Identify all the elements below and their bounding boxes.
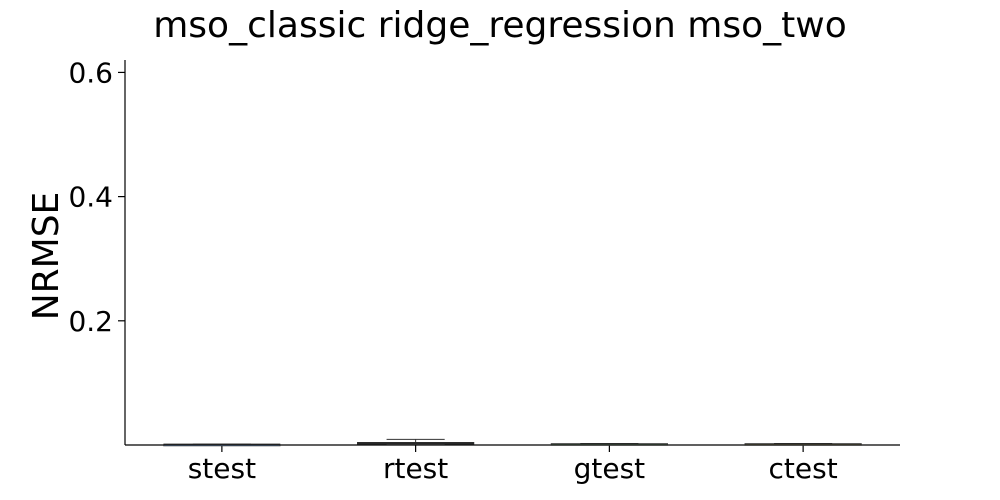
- box-rtest: [357, 438, 475, 445]
- y-axis-label: NRMSE: [26, 192, 67, 321]
- box-series: [163, 438, 862, 447]
- y-ticks: 0.2 0.4 0.6: [68, 56, 125, 338]
- x-tick-label: ctest: [769, 452, 838, 485]
- x-tick-label: rtest: [383, 452, 448, 485]
- box-stest: [163, 443, 281, 447]
- x-tick-label: stest: [188, 452, 256, 485]
- y-tick-label: 0.6: [68, 56, 113, 89]
- x-ticks: stest rtest gtest ctest: [188, 445, 838, 485]
- y-tick-label: 0.4: [68, 181, 113, 214]
- chart-title: mso_classic ridge_regression mso_two: [153, 5, 847, 46]
- box-ctest: [744, 442, 862, 446]
- box-gtest: [550, 442, 668, 446]
- y-tick-label: 0.2: [68, 305, 113, 338]
- x-tick-label: gtest: [574, 452, 646, 485]
